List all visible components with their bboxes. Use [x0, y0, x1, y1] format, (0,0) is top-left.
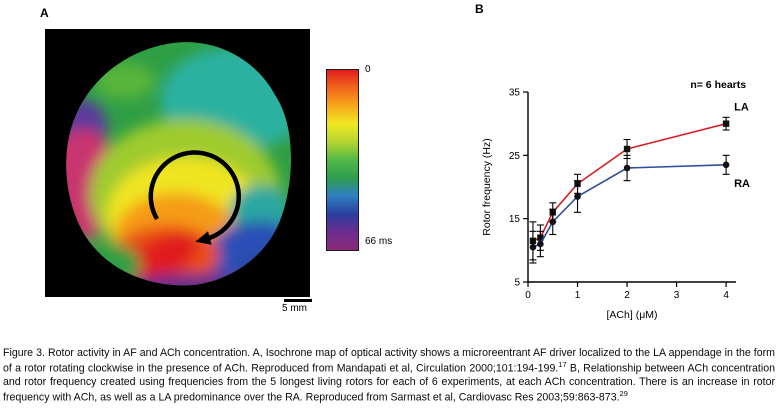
- caption-text-2: B, Relationship between ACh concentratio…: [3, 362, 775, 405]
- svg-text:Rotor frequency (Hz): Rotor frequency (Hz): [481, 138, 493, 235]
- caption-text-1: Figure 3. Rotor activity in AF and ACh c…: [3, 346, 775, 375]
- clockwise-rotation-arrow-icon: [148, 150, 241, 245]
- svg-text:0: 0: [525, 290, 531, 301]
- svg-text:35: 35: [509, 88, 521, 99]
- scale-bar: [284, 299, 312, 302]
- svg-text:2: 2: [624, 290, 630, 301]
- isochrone-colorbar: [326, 69, 359, 251]
- svg-text:25: 25: [509, 151, 521, 162]
- svg-text:5: 5: [514, 278, 520, 289]
- svg-text:[ACh] (μM): [ACh] (μM): [607, 309, 658, 321]
- svg-text:RA: RA: [734, 178, 750, 190]
- isochrone-map-panel: [45, 29, 310, 297]
- svg-text:4: 4: [723, 290, 729, 301]
- svg-text:3: 3: [674, 290, 680, 301]
- svg-text:15: 15: [509, 214, 521, 225]
- figure-caption: Figure 3. Rotor activity in AF and ACh c…: [3, 347, 775, 406]
- panel-a-label: A: [40, 6, 49, 20]
- svg-text:1: 1: [575, 290, 581, 301]
- panel-b-label: B: [475, 2, 484, 16]
- svg-text:n= 6 hearts: n= 6 hearts: [690, 79, 746, 91]
- colorbar-top-label: 0: [365, 64, 371, 75]
- rotor-frequency-chart: 0 1 2 3 4 5 15 25 35 [ACh] (μM) Rotor frequency (H…: [481, 79, 750, 321]
- isochrone-map-image: [66, 42, 292, 286]
- caption-reference-29: 29: [619, 389, 628, 399]
- caption-reference-17: 17: [558, 360, 567, 370]
- scale-bar-label: 5 mm: [282, 303, 307, 314]
- svg-text:LA: LA: [734, 102, 749, 114]
- colorbar-bottom-label: 66 ms: [365, 236, 393, 247]
